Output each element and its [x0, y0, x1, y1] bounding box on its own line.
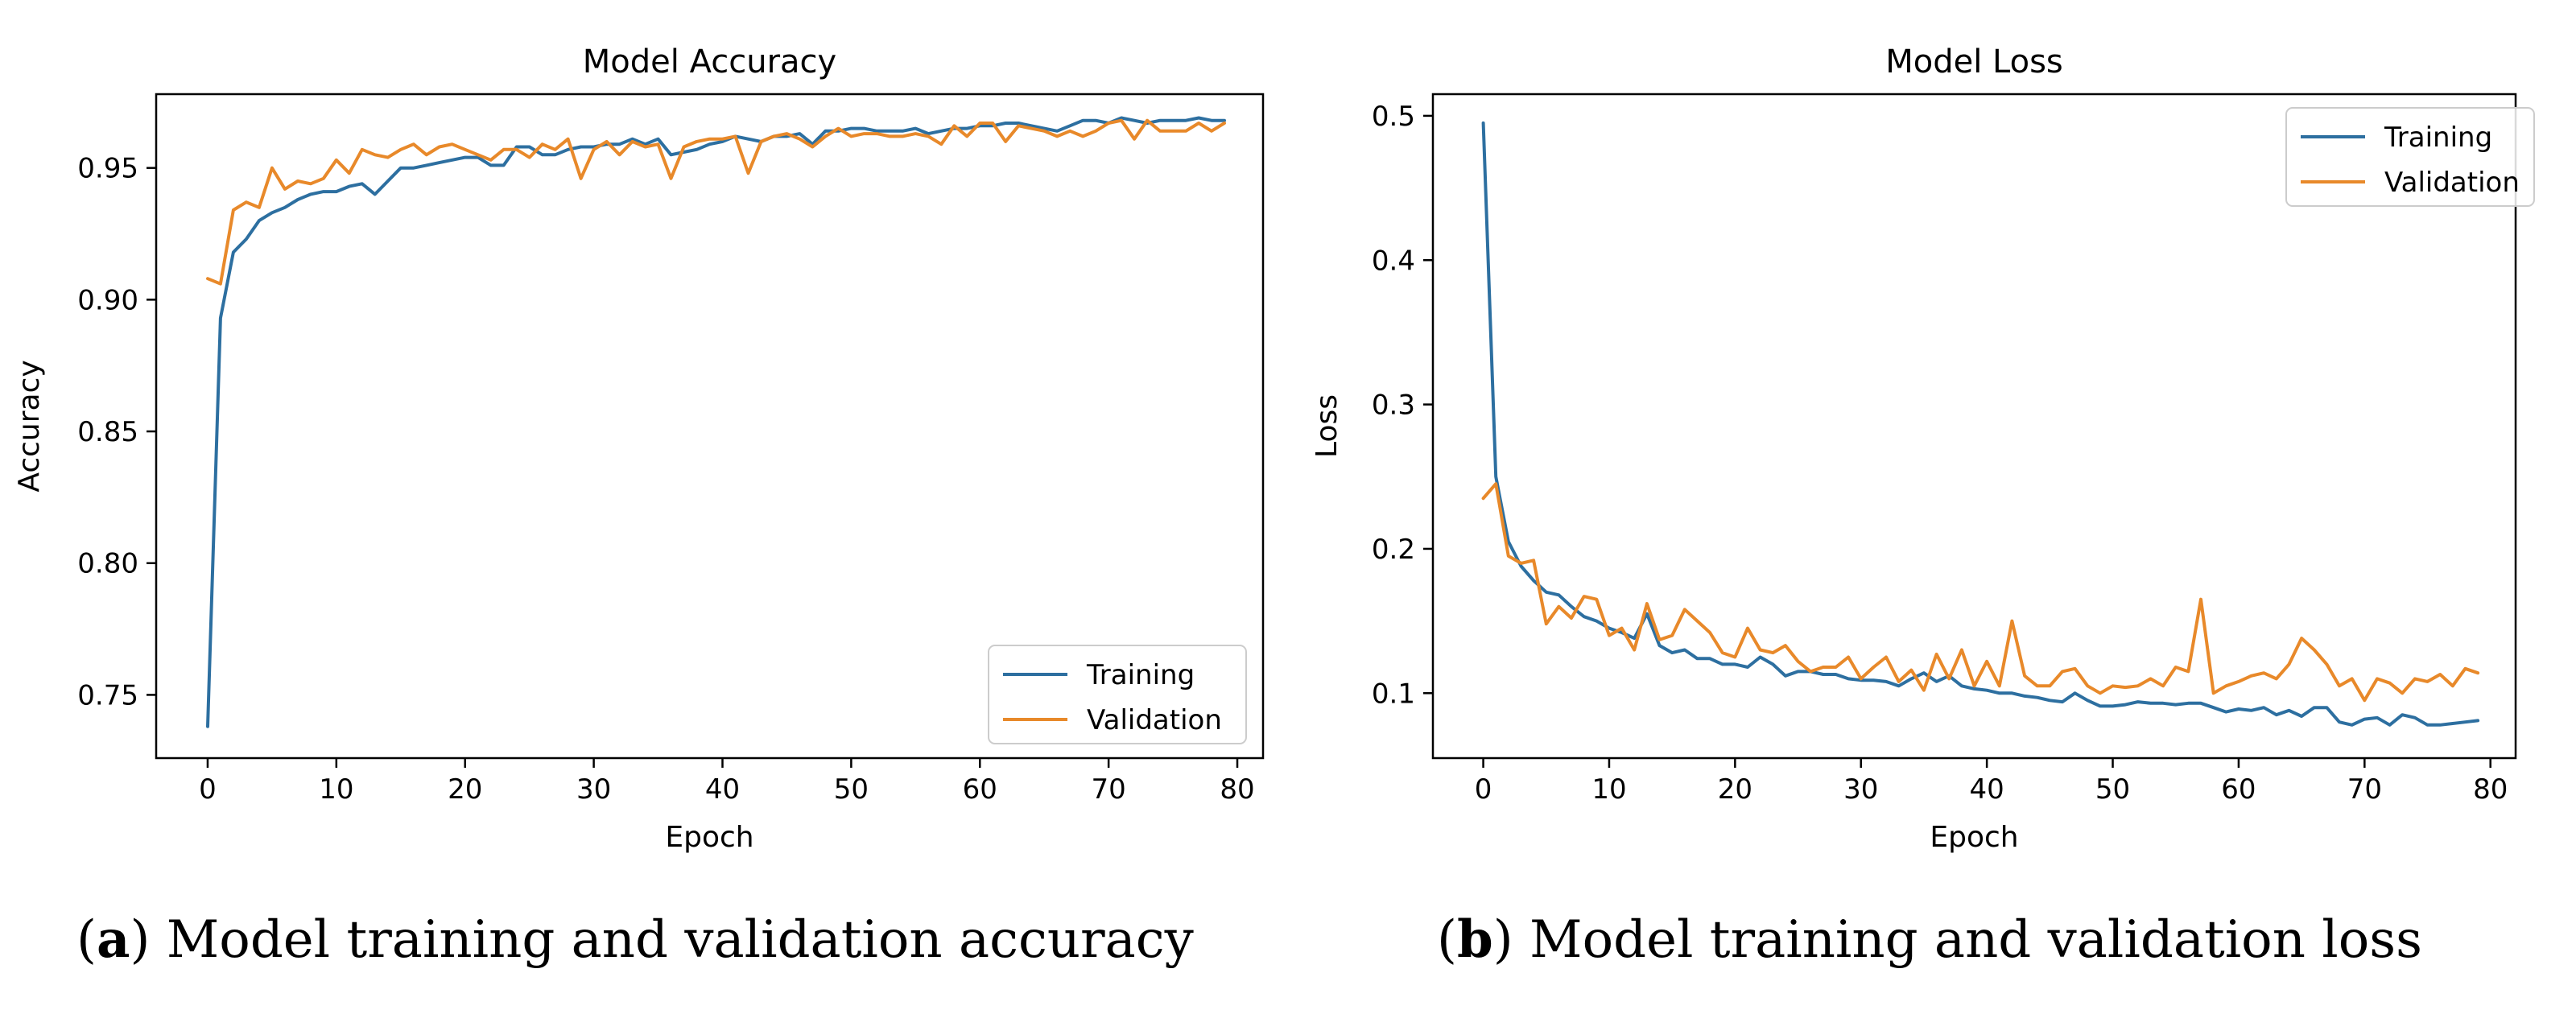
accuracy-chart: 0 10 20 30 40 50 60 70 80 0.75 0.80 0.85 0.90 0.95 Mod…	[13, 43, 1265, 854]
legend-label-training: Training	[1086, 659, 1195, 691]
legend: Training Validation	[2285, 107, 2535, 207]
y-tick-label: 0.4	[1372, 245, 1415, 277]
x-tick-label: 0	[199, 773, 217, 806]
x-tick-label: 50	[2095, 773, 2130, 806]
x-tick-label: 40	[1970, 773, 2004, 806]
legend: Training Validation	[988, 645, 1247, 744]
plot-frame	[1431, 93, 2517, 760]
y-tick-label: 0.2	[1372, 534, 1415, 566]
x-axis-label: Epoch	[1930, 821, 2018, 854]
x-axis-label: Epoch	[665, 821, 753, 854]
x-tick-label: 30	[1843, 773, 1878, 806]
caption-a-text: Model training and validation accuracy	[166, 910, 1194, 970]
plot-frame	[155, 93, 1265, 760]
x-tick-label: 50	[834, 773, 869, 806]
x-tick-label: 30	[576, 773, 611, 806]
x-tick-label: 70	[1092, 773, 1126, 806]
series-line-training	[206, 116, 1226, 728]
x-tick-label: 10	[1591, 773, 1626, 806]
x-tick-label: 20	[448, 773, 482, 806]
x-tick-label: 80	[1220, 773, 1254, 806]
chart-title: Model Accuracy	[583, 43, 836, 80]
caption-b-letter: b	[1456, 909, 1493, 970]
x-tick-label: 60	[2221, 773, 2256, 806]
series-line-training	[1481, 121, 2480, 727]
y-tick-label: 0.5	[1372, 101, 1415, 133]
x-tick-label: 40	[705, 773, 740, 806]
x-tick-label: 10	[319, 773, 353, 806]
y-tick-label: 0.90	[77, 284, 138, 316]
x-tick-label: 20	[1718, 773, 1752, 806]
legend-label-validation: Validation	[1087, 704, 1222, 736]
x-tick-label: 80	[2473, 773, 2508, 806]
series-line-validation	[1481, 482, 2480, 703]
caption-a: (a) Model training and validation accura…	[76, 909, 1194, 970]
caption-a-letter: a	[96, 909, 130, 970]
legend-label-validation: Validation	[2384, 167, 2520, 199]
x-tick-label: 0	[1475, 773, 1492, 806]
y-axis-label: Accuracy	[13, 360, 46, 492]
y-tick-label: 0.95	[77, 153, 138, 185]
series-line-validation	[206, 118, 1226, 286]
chart-title: Model Loss	[1885, 43, 2063, 80]
y-tick-label: 0.1	[1372, 678, 1415, 710]
y-tick-label: 0.75	[77, 679, 138, 711]
loss-chart: 0 10 20 30 40 50 60 70 80 0.1 0.2 0.3 0.4 0.5 Model Lo…	[1311, 43, 2535, 854]
legend-label-training: Training	[2384, 122, 2492, 154]
y-tick-label: 0.80	[77, 548, 138, 580]
caption-b-text: Model training and validation loss	[1530, 910, 2422, 970]
y-axis-label: Loss	[1311, 394, 1344, 458]
x-tick-label: 70	[2347, 773, 2382, 806]
y-tick-label: 0.3	[1372, 390, 1415, 422]
caption-b: (b) Model training and validation loss	[1437, 909, 2422, 970]
y-tick-label: 0.85	[77, 416, 138, 448]
x-tick-label: 60	[963, 773, 997, 806]
